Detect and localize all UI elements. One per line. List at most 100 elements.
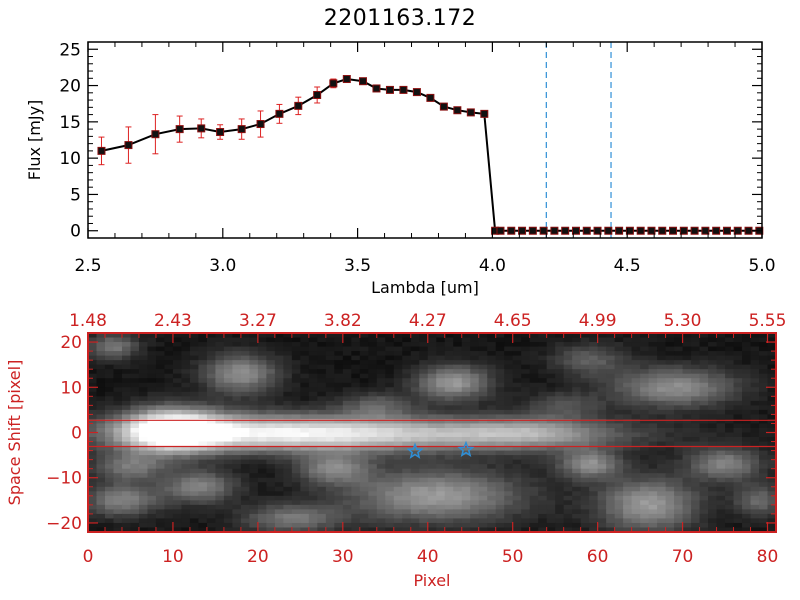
heatmap-cell [138, 504, 149, 510]
heatmap-cell [317, 405, 327, 411]
heatmap-cell [538, 396, 548, 402]
heatmap-cell [487, 373, 497, 379]
heatmap-cell [257, 382, 267, 388]
heatmap-cell [504, 459, 514, 465]
heatmap-cell [385, 432, 395, 438]
heatmap-cell [453, 360, 463, 366]
heatmap-cell [351, 427, 361, 434]
heatmap-cell [189, 400, 200, 406]
heatmap-cell [308, 522, 318, 529]
heatmap-cell [113, 437, 123, 443]
heatmap-cell [359, 473, 369, 479]
heatmap-cell [376, 396, 386, 402]
heatmap-cell [657, 437, 667, 443]
heatmap-cell [266, 378, 276, 384]
heatmap-cell [691, 405, 701, 411]
heatmap-cell [529, 355, 539, 361]
heatmap-cell [725, 446, 735, 452]
heatmap-cell [742, 518, 752, 524]
heatmap-cell [580, 513, 590, 520]
heatmap-cell [189, 369, 200, 375]
heatmap-cell [291, 432, 301, 438]
heatmap-cell [368, 437, 378, 443]
heatmap-cell [121, 459, 132, 465]
heatmap-cell [436, 477, 446, 483]
heatmap-cell [181, 427, 191, 434]
heatmap-cell [240, 486, 250, 492]
heatmap-cell [716, 400, 726, 406]
heatmap-cell [691, 437, 701, 443]
heatmap-cell [393, 414, 403, 420]
heatmap-cell [96, 396, 106, 402]
heatmap-cell [121, 387, 132, 393]
heatmap-cell [215, 346, 225, 352]
heatmap-cell [716, 418, 726, 425]
heatmap-cell [130, 378, 140, 384]
heatmap-cell [308, 391, 318, 397]
heatmap-cell [138, 355, 149, 361]
heatmap-cell [257, 527, 267, 533]
heatmap-cell [410, 387, 420, 393]
heatmap-cell [538, 423, 548, 429]
heatmap-cell [623, 455, 633, 461]
heatmap-cell [291, 518, 301, 524]
heatmap-cell [419, 360, 429, 366]
heatmap-cell [334, 468, 344, 474]
heatmap-cell [138, 455, 149, 461]
heatmap-cell [376, 495, 386, 501]
heatmap-cell [504, 364, 514, 370]
heatmap-cell [181, 450, 191, 456]
heatmap-cell [172, 504, 183, 510]
heatmap-cell [138, 468, 149, 474]
heatmap-cell [631, 446, 641, 452]
heatmap-cell [580, 337, 590, 343]
heatmap-cell [674, 504, 684, 510]
heatmap-cell [198, 527, 208, 533]
heatmap-cell [597, 355, 607, 361]
heatmap-cell [113, 382, 123, 388]
heatmap-cell [665, 337, 675, 343]
heatmap-cell [674, 427, 684, 434]
heatmap-cell [376, 473, 386, 479]
heatmap-cell [580, 405, 590, 411]
heatmap-cell [334, 446, 344, 452]
heatmap-cell [631, 391, 641, 397]
heatmap-cell [164, 513, 174, 520]
heatmap-cell [597, 369, 607, 375]
heatmap-cell [767, 333, 777, 339]
heatmap-cell [750, 473, 760, 479]
heatmap-cell [368, 459, 378, 465]
heatmap-cell [121, 518, 132, 524]
heatmap-cell [538, 418, 548, 425]
heatmap-cell [240, 446, 250, 452]
heatmap-cell [563, 482, 573, 488]
heatmap-cell [198, 482, 208, 488]
heatmap-cell [589, 518, 599, 524]
heatmap-cell [130, 418, 140, 425]
heatmap-cell [283, 360, 293, 366]
heatmap-cell [478, 360, 488, 366]
heatmap-cell [104, 473, 115, 479]
heatmap-cell [206, 491, 216, 497]
heatmap-cell [538, 414, 548, 420]
heatmap-cell [300, 486, 310, 492]
heatmap-cell [742, 346, 752, 352]
heatmap-cell [691, 455, 701, 461]
heatmap-cell [529, 378, 539, 384]
heatmap-cell [606, 337, 616, 343]
heatmap-cell [631, 518, 641, 524]
heatmap-cell [495, 473, 505, 479]
heatmap-cell [402, 342, 412, 348]
heatmap-cell [121, 418, 132, 425]
heatmap-cell [351, 396, 361, 402]
heatmap-cell [215, 387, 225, 393]
heatmap-cell [699, 473, 709, 479]
heatmap-cell [580, 441, 590, 447]
heatmap-cell [164, 405, 174, 411]
heatmap-cell [546, 333, 556, 339]
heatmap-cell [538, 450, 548, 456]
heatmap-cell [240, 459, 250, 465]
heatmap-cell [376, 468, 386, 474]
heatmap-cell [113, 527, 123, 533]
heatmap-cell [427, 500, 437, 506]
